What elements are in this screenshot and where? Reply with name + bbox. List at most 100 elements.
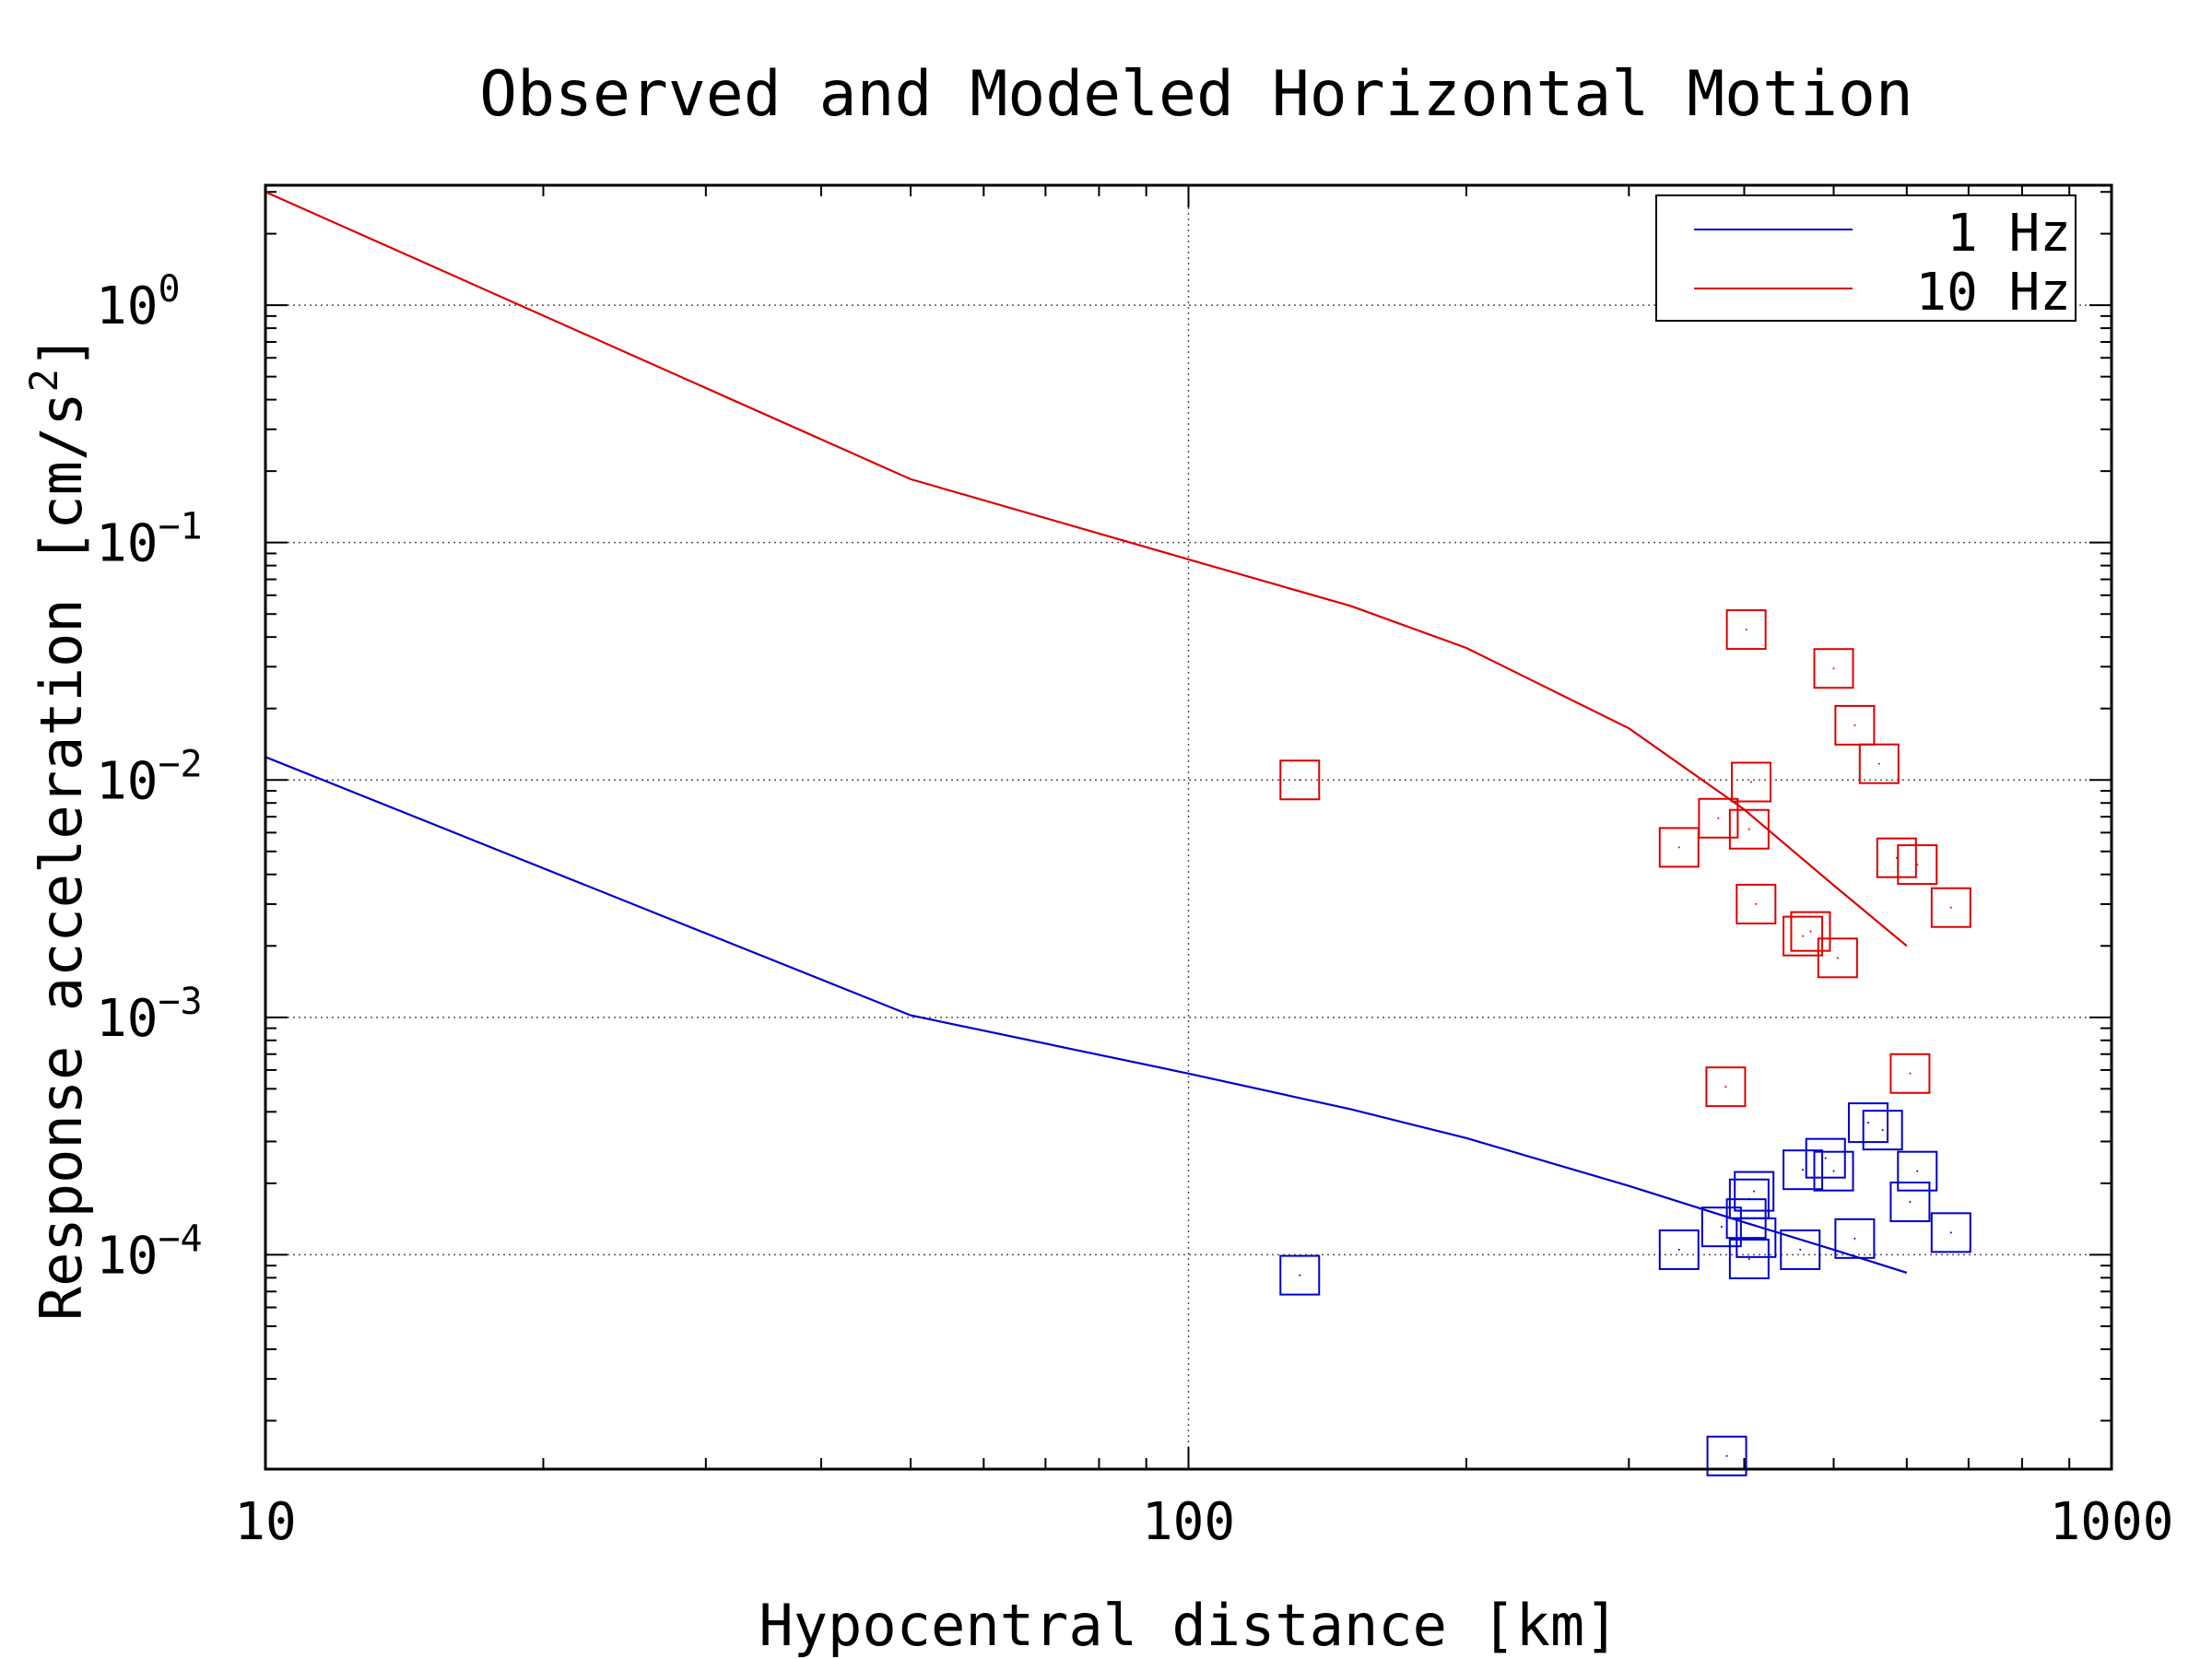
y-tick-base: 10 — [96, 751, 158, 811]
x-tick-label: 1000 — [2050, 1492, 2174, 1552]
observed-point-center — [1867, 1122, 1870, 1124]
observed-point-1hz — [1805, 1137, 1846, 1179]
observed-point-center — [1853, 724, 1856, 726]
observed-point-1hz — [1658, 1229, 1700, 1270]
observed-point-1hz — [1848, 1102, 1889, 1144]
observed-point-center — [1724, 1086, 1727, 1088]
observed-point-center — [1677, 846, 1680, 849]
observed-point-10hz — [1658, 827, 1700, 868]
observed-point-center — [1677, 1248, 1680, 1251]
y-tick-exponent: −4 — [158, 1218, 202, 1260]
x-tick-label: 10 — [234, 1492, 296, 1552]
observed-point-10hz — [1790, 911, 1831, 952]
observed-point-center — [1725, 1454, 1728, 1457]
observed-point-center — [1832, 667, 1835, 670]
observed-point-center — [1909, 1072, 1912, 1075]
legend-label-10hz: 10 Hz — [1915, 263, 2071, 323]
observed-point-center — [1802, 1169, 1805, 1171]
observed-point-center — [1916, 1170, 1919, 1172]
plot-area — [265, 191, 1971, 1477]
observed-point-1hz — [1279, 1254, 1321, 1296]
observed-point-10hz — [1817, 937, 1858, 979]
observed-point-10hz — [1731, 761, 1772, 803]
y-tick-exponent: −1 — [158, 506, 202, 548]
observed-point-10hz — [1889, 1053, 1931, 1094]
model-line-1hz — [265, 756, 1908, 1274]
observed-point-10hz — [1705, 1066, 1747, 1108]
y-tick-exponent: 0 — [158, 268, 180, 311]
observed-point-1hz — [1930, 1212, 1971, 1253]
observed-point-10hz — [1728, 808, 1770, 850]
chart-title: Observed and Modeled Horizontal Motion — [479, 58, 1913, 131]
observed-point-1hz — [1700, 1206, 1742, 1248]
observed-point-1hz — [1889, 1182, 1931, 1223]
observed-point-10hz — [1897, 844, 1938, 886]
y-tick-label: 10−4 — [96, 1218, 203, 1286]
observed-point-1hz — [1728, 1238, 1770, 1279]
observed-point-1hz — [1862, 1110, 1903, 1151]
observed-point-center — [1755, 902, 1758, 905]
legend: 1 Hz 10 Hz — [1655, 194, 2077, 323]
observed-point-10hz — [1858, 743, 1900, 784]
observed-point-center — [1949, 906, 1952, 909]
observed-point-1hz — [1897, 1150, 1938, 1192]
observed-point-1hz — [1706, 1435, 1747, 1477]
observed-point-1hz — [1780, 1229, 1821, 1270]
observed-point-center — [1299, 779, 1301, 782]
observed-point-center — [1747, 1257, 1750, 1260]
observed-point-center — [1832, 1170, 1835, 1172]
observed-point-center — [1747, 1197, 1750, 1200]
observed-point-10hz — [1279, 759, 1321, 801]
y-tick-label: 10−2 — [96, 743, 203, 811]
x-tick-label: 100 — [1142, 1492, 1235, 1552]
y-tick-base: 10 — [96, 989, 158, 1049]
observed-point-10hz — [1783, 915, 1824, 957]
y-tick-base: 10 — [96, 514, 158, 574]
y-axis-label-main: Response acceleration [cm/s — [28, 392, 95, 1321]
y-tick-exponent: −2 — [158, 743, 202, 785]
observed-point-center — [1755, 1236, 1758, 1239]
observed-point-center — [1750, 781, 1753, 783]
observed-point-center — [1824, 1157, 1827, 1159]
observed-point-center — [1747, 828, 1750, 830]
observed-point-1hz — [1783, 1149, 1824, 1191]
y-tick-base: 10 — [96, 276, 158, 336]
observed-point-1hz — [1813, 1150, 1854, 1192]
y-tick-label: 10−3 — [96, 981, 203, 1049]
y-tick-label: 10−1 — [96, 506, 203, 574]
observed-point-center — [1299, 1274, 1301, 1277]
observed-point-center — [1799, 1248, 1802, 1251]
observed-point-center — [1720, 1226, 1723, 1229]
observed-point-center — [1881, 1129, 1884, 1132]
observed-point-center — [1745, 629, 1747, 631]
y-tick-base: 10 — [96, 1226, 158, 1286]
observed-point-10hz — [1698, 797, 1739, 839]
y-axis-label-superscript: 2 — [21, 369, 66, 392]
y-axis-label-end: ] — [28, 335, 95, 369]
y-tick-exponent: −3 — [158, 981, 202, 1023]
plot-frame — [264, 183, 2113, 1471]
observed-point-center — [1909, 1201, 1912, 1204]
legend-label-1hz: 1 Hz — [1947, 204, 2071, 264]
observed-point-1hz — [1834, 1218, 1876, 1259]
observed-point-center — [1916, 864, 1919, 866]
observed-point-center — [1809, 930, 1812, 933]
observed-point-10hz — [1725, 609, 1767, 651]
observed-point-center — [1836, 957, 1839, 959]
observed-point-center — [1802, 935, 1805, 937]
x-tick-labels: 10 100 1000 — [234, 1492, 2173, 1552]
y-axis-label: Response acceleration [cm/s2] — [21, 335, 95, 1321]
observed-point-center — [1753, 1190, 1756, 1193]
observed-point-center — [1853, 1237, 1856, 1240]
observed-point-10hz — [1930, 887, 1971, 928]
observed-point-1hz — [1734, 1171, 1775, 1212]
observed-point-center — [1949, 1231, 1952, 1234]
model-line-10hz — [265, 191, 1908, 947]
observed-point-center — [1717, 817, 1720, 819]
observed-point-10hz — [1735, 883, 1777, 924]
observed-point-10hz — [1834, 704, 1876, 746]
observed-point-10hz — [1876, 837, 1917, 878]
observed-point-10hz — [1813, 648, 1854, 689]
